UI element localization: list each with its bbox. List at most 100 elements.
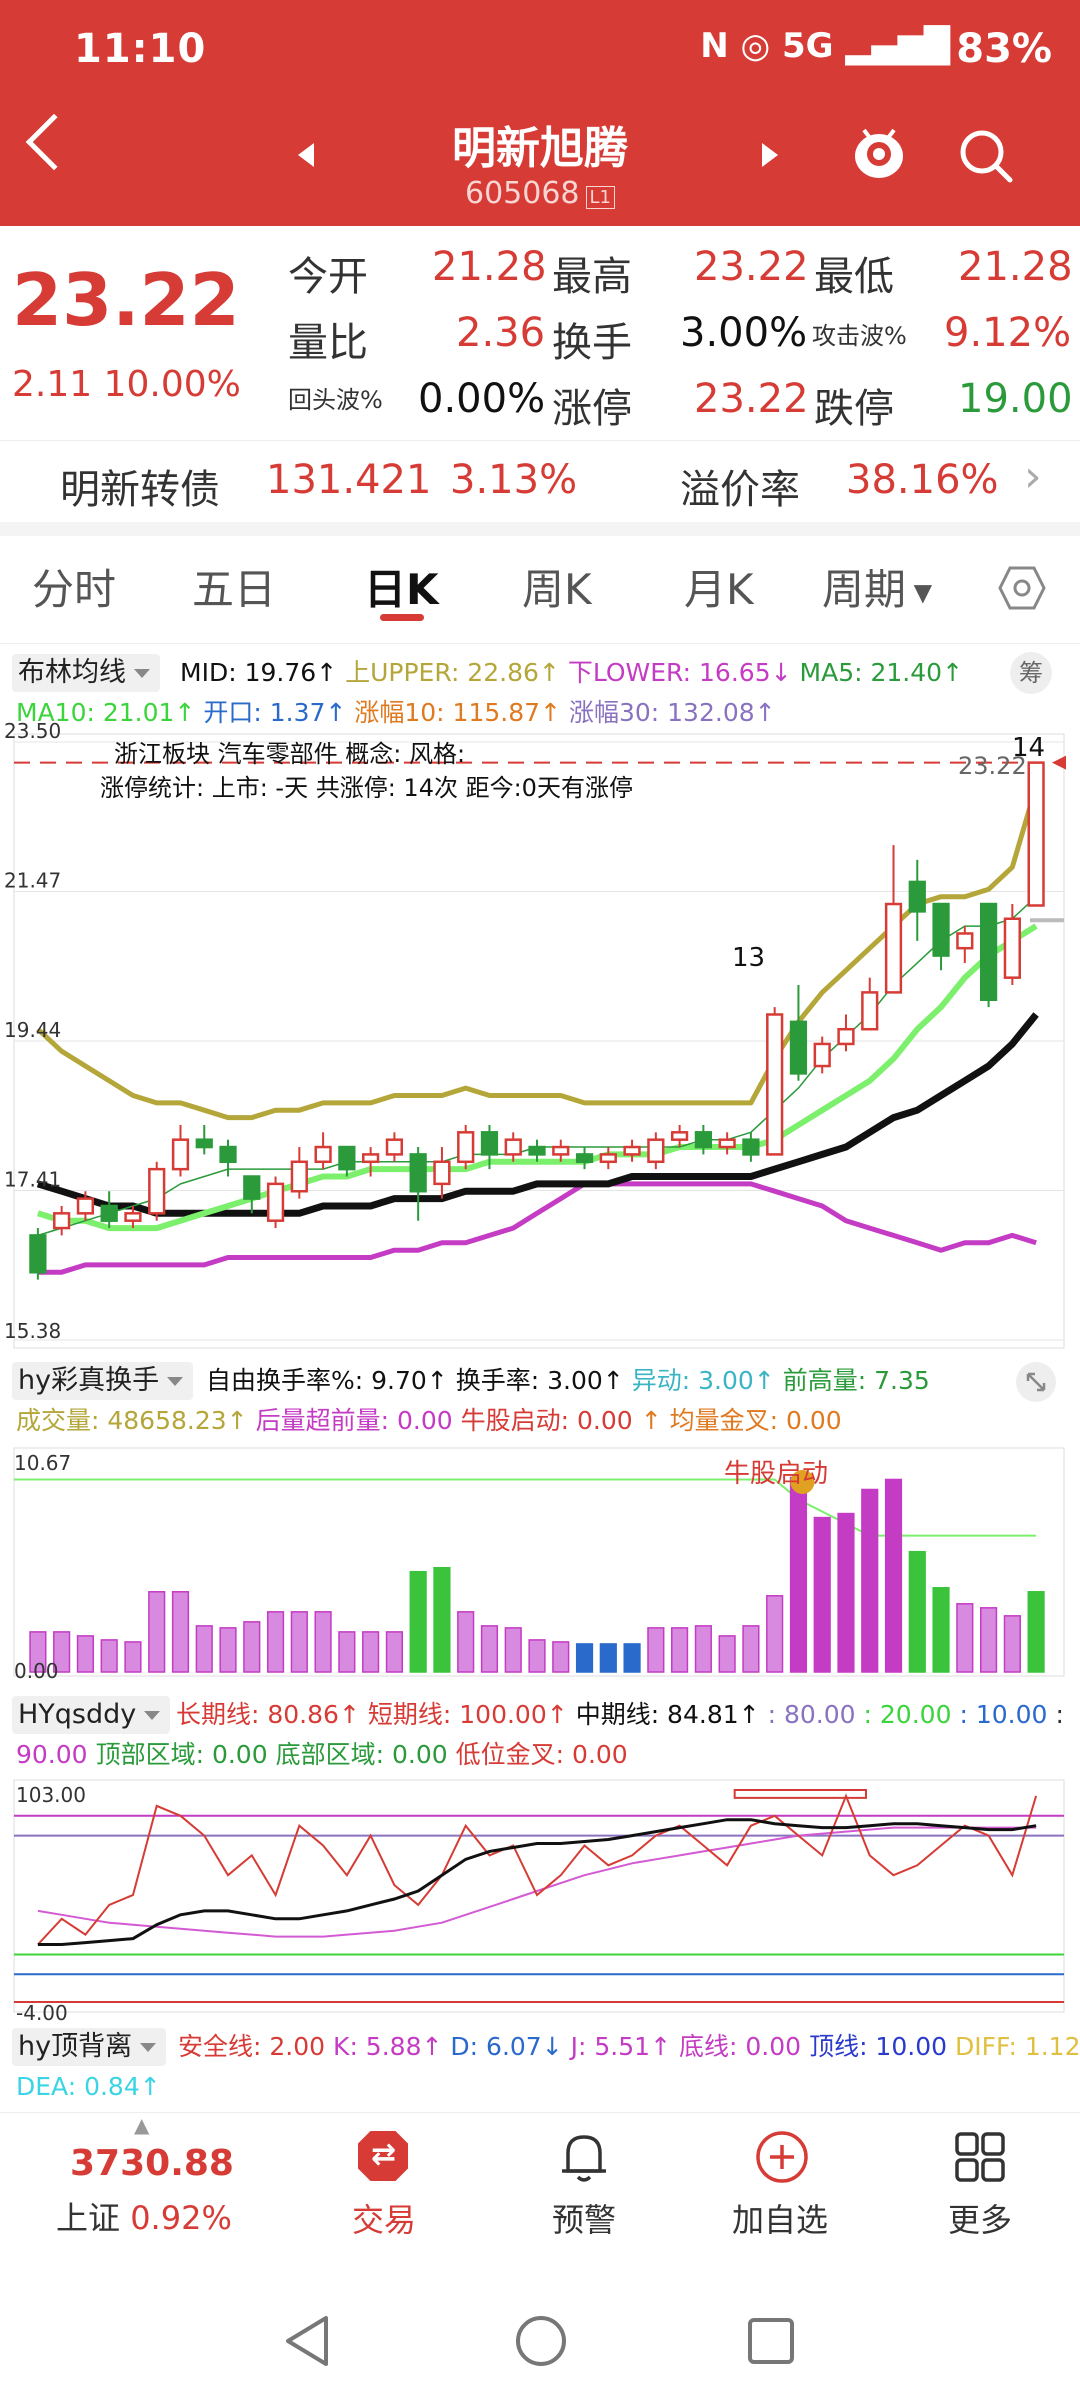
nav-back-icon[interactable] [282, 2314, 332, 2368]
candle-body [908, 880, 926, 913]
y-tick-label: 21.47 [4, 869, 61, 893]
volume-bar [124, 1641, 142, 1673]
divergence-legend-item: D: 6.07↓ [450, 2032, 563, 2061]
main-legend-item: 涨幅10: 115.87↑ [354, 698, 561, 727]
candle-body [718, 1138, 736, 1149]
trade-icon[interactable]: ⇄ [358, 2131, 408, 2181]
nav-recents-icon[interactable] [746, 2316, 796, 2366]
attack-wave-label: 攻击波% [812, 322, 907, 350]
add-watchlist-icon[interactable] [754, 2129, 810, 2185]
y-tick-label: 17.41 [4, 1168, 61, 1192]
convertible-bond-row[interactable]: 明新转债 131.421 3.13% 溢价率 38.16% › [0, 440, 1080, 524]
main-legend-item: 上UPPER: 22.86↑ [345, 658, 560, 687]
more-button[interactable]: 更多 [948, 2201, 1013, 2239]
status-time: 11:10 [74, 26, 207, 72]
chart-info-line-2: 涨停统计: 上市: -天 共涨停: 14次 距今:0天有涨停 [100, 774, 633, 802]
tab-weekly-k[interactable]: 周K [522, 565, 592, 614]
volume-bar [433, 1566, 451, 1673]
add-watchlist-button[interactable]: 加自选 [732, 2201, 829, 2239]
more-grid-icon[interactable] [954, 2131, 1006, 2183]
turnover-label: 换手 [552, 320, 632, 366]
tab-five-day[interactable]: 五日 [192, 565, 277, 614]
oscillator-legend-item: 底部区域: 0.00 [275, 1740, 448, 1769]
trade-button[interactable]: 交易 [352, 2201, 417, 2239]
divergence-legend-2: DEA: 0.84↑ [16, 2072, 169, 2102]
candlestick-chart[interactable]: 浙江板块 汽车零部件 概念: 风格: 涨停统计: 上市: -天 共涨停: 14次… [4, 719, 1078, 1356]
tab-monthly-k[interactable]: 月K [684, 565, 754, 614]
premium-label: 溢价率 [680, 467, 800, 513]
settings-hexagon-icon[interactable] [998, 564, 1046, 612]
chevron-right-icon[interactable]: › [1024, 451, 1042, 502]
candle-body [1003, 917, 1021, 979]
main-legend-item: 下LOWER: 16.65↓ [567, 658, 792, 687]
main-legend-item: 涨幅30: 132.08↑ [568, 698, 776, 727]
expand-icon[interactable] [1016, 1362, 1056, 1402]
oscillator-legend-1: 长期线: 80.86↑ 短期线: 100.00↑ 中期线: 84.81↑: 80.0… [176, 1700, 1072, 1730]
divergence-indicator-select[interactable]: hy顶背离 [12, 2028, 167, 2066]
oscillator-legend-item: : 10.00 [959, 1700, 1048, 1729]
volume-bar [575, 1643, 594, 1673]
limit-down-value: 19.00 [958, 376, 1073, 422]
volume-legend-item: 牛股启动: 0.00 [460, 1406, 633, 1435]
divergence-legend-item: DIFF: 1.12↑ [955, 2032, 1080, 2061]
tab-period-label: 周期 [822, 565, 907, 614]
search-icon[interactable] [958, 128, 1014, 184]
volume-chart[interactable]: 10.67 0.00 牛股启动 [13, 1447, 1078, 1683]
volume-bar [409, 1570, 427, 1673]
collapse-up-icon[interactable]: ▲ [134, 2113, 150, 2137]
chips-button[interactable]: 筹 [1010, 652, 1052, 694]
volume-bar [53, 1631, 71, 1673]
volume-legend-item: 后量超前量: 0.00 [255, 1406, 453, 1435]
volume-indicator-select[interactable]: hy彩真换手 [12, 1362, 194, 1400]
divergence-legend-item: 顶线: 10.00 [809, 2032, 948, 2061]
candle-body [100, 1204, 118, 1222]
volume-legend-item: ↑ 均量金叉: 0.00 [640, 1406, 842, 1435]
boll-lower-line [37, 1181, 1037, 1275]
divergence-legend-item: J: 5.51↑ [570, 2032, 672, 2061]
volume-indicator-legend-1: 自由换手率%: 9.70↑ 换手率: 3.00↑ 异动: 3.00↑ 前高量: 7.3… [206, 1366, 938, 1396]
short-term-line [37, 1793, 1038, 1946]
volume-bar [171, 1591, 190, 1673]
main-indicator-legend-1: MID: 19.76↑ 上UPPER: 22.86↑ 下LOWER: 16.65↓ M… [180, 658, 971, 688]
oscillator-legend-item: : 20.00 [863, 1700, 952, 1729]
volume-bar [195, 1625, 213, 1673]
tab-intraday[interactable]: 分时 [32, 565, 117, 614]
battery-level: 83% [956, 26, 1052, 72]
candle-body [338, 1145, 356, 1171]
oscillator-indicator-select[interactable]: HYqsddy [12, 1696, 171, 1734]
alert-button[interactable]: 预警 [552, 2201, 617, 2239]
main-legend-item: MA10: 21.01↑ [16, 698, 196, 727]
tab-daily-k[interactable]: 日K [364, 565, 439, 614]
oscillator-chart[interactable]: 103.00 -4.00 [13, 1779, 1078, 2025]
candle-body [362, 1153, 380, 1164]
stock-code: 605068 L1 [0, 176, 1080, 211]
open-label: 今开 [288, 254, 368, 300]
volume-bar [457, 1611, 475, 1673]
alert-bell-icon[interactable] [558, 2129, 610, 2185]
index-info[interactable]: 上证 0.92% [56, 2193, 232, 2239]
oscillator-legend-item: : [1055, 1700, 1064, 1729]
volume-bar [647, 1627, 665, 1673]
nav-home-icon[interactable] [514, 2314, 568, 2368]
robot-assistant-icon[interactable] [850, 122, 908, 184]
main-indicator-select[interactable]: 布林均线 [12, 654, 160, 692]
candle-body [552, 1145, 570, 1156]
next-stock-icon[interactable] [762, 143, 778, 167]
index-value[interactable]: 3730.88 [70, 2143, 234, 2184]
bond-name: 明新转债 [60, 467, 220, 513]
volume-bar [243, 1621, 261, 1673]
volume-bar [932, 1587, 950, 1673]
ma10-line [37, 923, 1038, 1232]
volume-bar [813, 1516, 831, 1673]
y-tick-label: 19.44 [4, 1018, 61, 1042]
candle-body [148, 1167, 166, 1215]
candle-body [813, 1042, 831, 1068]
candle-body [457, 1131, 475, 1164]
tab-period[interactable]: 周期 ▼ [822, 556, 932, 617]
low-label: 最低 [814, 254, 894, 300]
limit-up-count-a: 14 [1012, 733, 1045, 763]
candle-body [1027, 761, 1045, 907]
prev-stock-icon[interactable] [298, 143, 314, 167]
active-tab-indicator [380, 614, 424, 621]
volume-bar [100, 1639, 118, 1673]
